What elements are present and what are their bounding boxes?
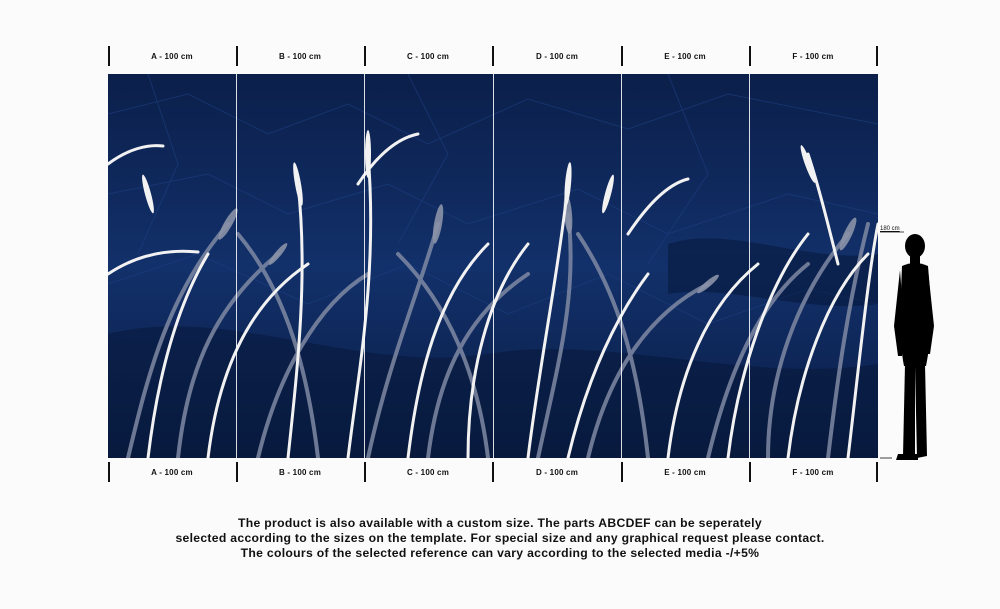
ruler-tick xyxy=(492,462,494,482)
ruler-tick xyxy=(364,46,366,66)
notice-line-2: selected according to the sizes on the t… xyxy=(175,531,825,545)
bottom-ruler: A - 100 cm B - 100 cm C - 100 cm D - 100… xyxy=(108,462,878,482)
ruler-tick xyxy=(749,462,751,482)
panel-label-d-top: D - 100 cm xyxy=(535,51,579,61)
custom-size-notice: The product is also available with a cus… xyxy=(0,516,1000,561)
panel-divider xyxy=(621,74,622,458)
panel-label-e-bottom: E - 100 cm xyxy=(664,467,706,477)
panel-label-d-bottom: D - 100 cm xyxy=(535,467,579,477)
ruler-tick xyxy=(236,46,238,66)
height-label: 180 cm xyxy=(880,226,900,232)
top-ruler: A - 100 cm B - 100 cm C - 100 cm D - 100… xyxy=(108,46,878,66)
panel-label-f-bottom: F - 100 cm xyxy=(792,467,834,477)
panel-divider xyxy=(236,74,237,458)
panel-label-c-top: C - 100 cm xyxy=(406,51,450,61)
notice-line-3: The colours of the selected reference ca… xyxy=(240,546,760,560)
ruler-tick xyxy=(108,462,110,482)
panel-label-e-top: E - 100 cm xyxy=(664,51,706,61)
panel-label-b-bottom: B - 100 cm xyxy=(278,467,322,477)
panel-divider xyxy=(493,74,494,458)
notice-line-1: The product is also available with a cus… xyxy=(238,516,762,530)
panel-label-f-top: F - 100 cm xyxy=(792,51,834,61)
ruler-tick xyxy=(108,46,110,66)
panel-label-c-bottom: C - 100 cm xyxy=(406,467,450,477)
panel-divider xyxy=(749,74,750,458)
ruler-tick xyxy=(621,46,623,66)
ruler-tick xyxy=(876,46,878,66)
panel-divider xyxy=(364,74,365,458)
human-silhouette-icon xyxy=(880,231,934,460)
panel-label-a-bottom: A - 100 cm xyxy=(151,467,193,477)
ruler-tick xyxy=(236,462,238,482)
panel-label-b-top: B - 100 cm xyxy=(278,51,322,61)
ruler-tick xyxy=(621,462,623,482)
ruler-tick xyxy=(364,462,366,482)
ruler-tick xyxy=(876,462,878,482)
panel-label-a-top: A - 100 cm xyxy=(151,51,193,61)
ruler-tick xyxy=(749,46,751,66)
ruler-tick xyxy=(492,46,494,66)
